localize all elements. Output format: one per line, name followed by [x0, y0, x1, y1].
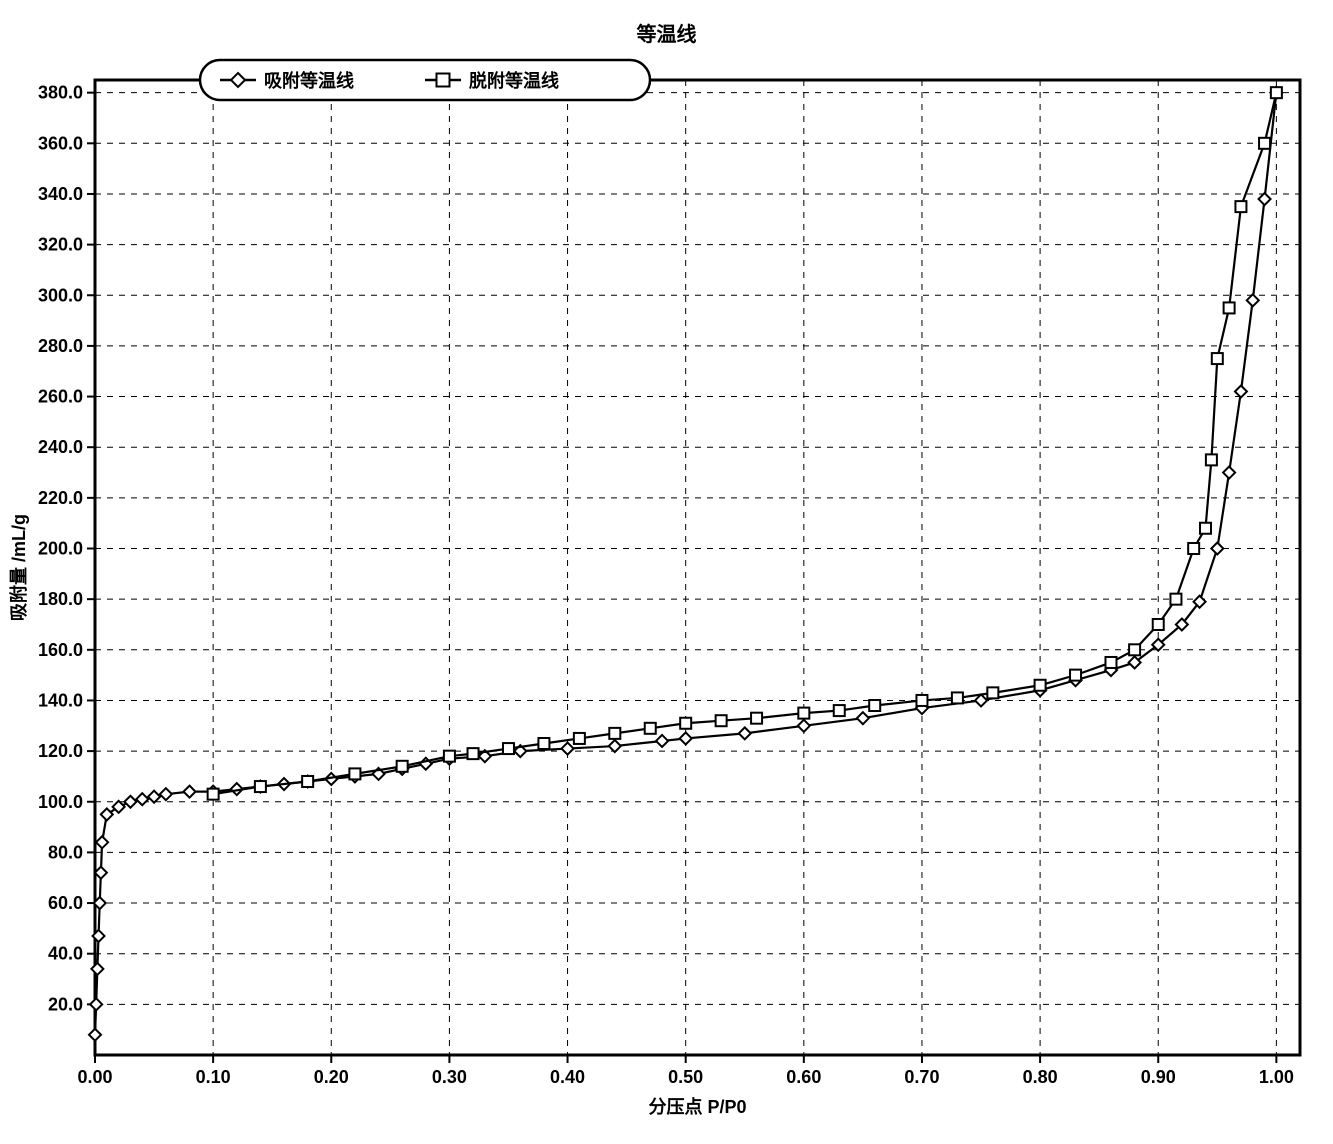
plot-frame	[95, 80, 1300, 1055]
y-tick-label: 360.0	[38, 133, 83, 153]
desorption-marker	[798, 708, 809, 719]
adsorption-marker	[96, 836, 108, 848]
x-tick-label: 0.70	[904, 1067, 939, 1087]
adsorption-marker	[184, 786, 196, 798]
adsorption-marker	[562, 743, 574, 755]
adsorption-marker	[95, 867, 107, 879]
desorption-marker	[1200, 523, 1211, 534]
adsorption-marker	[160, 788, 172, 800]
x-tick-label: 0.00	[77, 1067, 112, 1087]
desorption-marker	[349, 768, 360, 779]
x-tick-label: 0.60	[786, 1067, 821, 1087]
adsorption-marker	[90, 998, 102, 1010]
y-tick-label: 300.0	[38, 285, 83, 305]
desorption-marker	[869, 700, 880, 711]
desorption-marker	[952, 692, 963, 703]
y-tick-label: 120.0	[38, 741, 83, 761]
adsorption-marker	[656, 735, 668, 747]
adsorption-marker	[857, 712, 869, 724]
x-tick-label: 0.40	[550, 1067, 585, 1087]
chart-container: 等温线 0.00 0.10 0.20 0.30 0.40 0.50 0.60 0.70 0.80…	[0, 0, 1333, 1144]
y-tick-label: 20.0	[48, 994, 83, 1014]
desorption-marker	[574, 733, 585, 744]
adsorption-marker	[91, 963, 103, 975]
x-tick-label: 1.00	[1259, 1067, 1294, 1087]
x-tick-label: 0.80	[1023, 1067, 1058, 1087]
desorption-marker	[1224, 302, 1235, 313]
chart-title: 等温线	[0, 18, 1333, 47]
desorption-marker	[1259, 138, 1270, 149]
desorption-marker	[1170, 594, 1181, 605]
desorption-marker	[1070, 670, 1081, 681]
y-tick-label: 140.0	[38, 690, 83, 710]
desorption-marker	[609, 728, 620, 739]
x-tick-label: 0.20	[314, 1067, 349, 1087]
desorption-marker	[302, 776, 313, 787]
adsorption-marker	[113, 801, 125, 813]
legend-label-1: 吸附等温线	[264, 70, 354, 91]
adsorption-marker	[101, 808, 113, 820]
y-axis-label: 吸附量 /mL/g	[8, 514, 29, 621]
desorption-marker	[1271, 87, 1282, 98]
desorption-marker	[987, 687, 998, 698]
adsorption-marker	[798, 720, 810, 732]
desorption-line	[213, 93, 1276, 794]
adsorption-marker	[1247, 294, 1259, 306]
y-tick-label: 100.0	[38, 792, 83, 812]
y-tick-label: 380.0	[38, 83, 83, 103]
y-tick-label: 260.0	[38, 387, 83, 407]
y-tick-label: 240.0	[38, 437, 83, 457]
desorption-marker	[397, 761, 408, 772]
y-tick-label: 180.0	[38, 589, 83, 609]
desorption-marker	[1188, 543, 1199, 554]
y-tick-label: 80.0	[48, 842, 83, 862]
desorption-marker	[1235, 201, 1246, 212]
desorption-marker	[916, 695, 927, 706]
adsorption-marker	[89, 1029, 101, 1041]
desorption-marker	[645, 723, 656, 734]
desorption-marker	[751, 713, 762, 724]
desorption-marker	[503, 743, 514, 754]
y-tick-label: 320.0	[38, 235, 83, 255]
desorption-marker	[1035, 680, 1046, 691]
desorption-marker	[468, 748, 479, 759]
adsorption-marker	[609, 740, 621, 752]
desorption-marker	[444, 751, 455, 762]
x-tick-label: 0.90	[1141, 1067, 1176, 1087]
desorption-marker	[1129, 644, 1140, 655]
x-tick-label: 0.30	[432, 1067, 467, 1087]
y-tick-label: 160.0	[38, 640, 83, 660]
desorption-marker	[1153, 619, 1164, 630]
chart-svg: 0.00 0.10 0.20 0.30 0.40 0.50 0.60 0.70 0.80 0.90…	[0, 0, 1333, 1144]
desorption-marker	[716, 715, 727, 726]
x-axis-label: 分压点 P/P0	[648, 1096, 746, 1117]
y-tick-label: 340.0	[38, 184, 83, 204]
desorption-marker	[1212, 353, 1223, 364]
adsorption-marker	[136, 793, 148, 805]
adsorption-marker	[1235, 385, 1247, 397]
y-tick-label: 280.0	[38, 336, 83, 356]
legend-label-2: 脱附等温线	[469, 70, 559, 91]
desorption-marker	[538, 738, 549, 749]
adsorption-marker	[124, 796, 136, 808]
x-tick-label: 0.50	[668, 1067, 703, 1087]
adsorption-marker	[148, 791, 160, 803]
x-tick-label: 0.10	[196, 1067, 231, 1087]
adsorption-marker	[1223, 467, 1235, 479]
y-tick-label: 200.0	[38, 539, 83, 559]
desorption-marker	[834, 705, 845, 716]
adsorption-marker	[1211, 543, 1223, 555]
desorption-marker	[208, 789, 219, 800]
y-tick-label: 220.0	[38, 488, 83, 508]
desorption-marker	[1105, 657, 1116, 668]
desorption-marker	[255, 781, 266, 792]
adsorption-marker	[680, 732, 692, 744]
y-tick-label: 60.0	[48, 893, 83, 913]
legend-marker-2	[437, 74, 450, 87]
desorption-marker	[680, 718, 691, 729]
desorption-marker	[1206, 454, 1217, 465]
adsorption-marker	[739, 727, 751, 739]
adsorption-marker	[1259, 193, 1271, 205]
y-tick-label: 40.0	[48, 944, 83, 964]
